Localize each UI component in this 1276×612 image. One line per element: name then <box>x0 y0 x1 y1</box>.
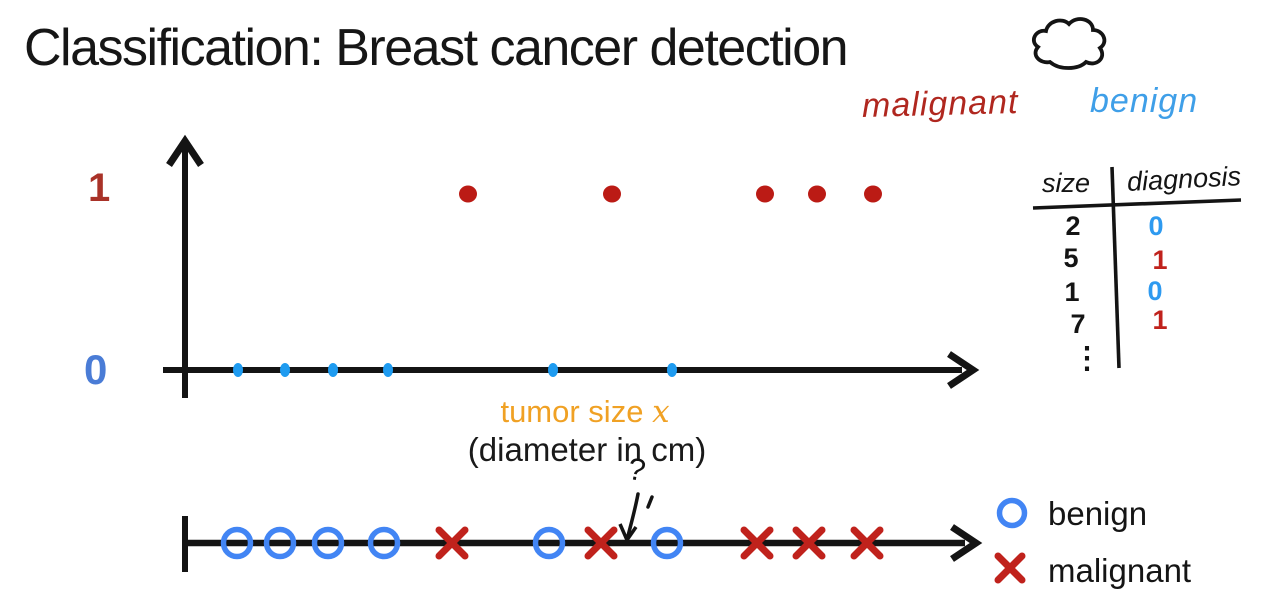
table-diagnosis-value: 0 <box>1147 276 1163 306</box>
legend-benign-circle-icon <box>996 497 1028 529</box>
numberline-malignant-x <box>792 526 826 560</box>
numberline-benign-circle <box>367 526 401 560</box>
y-axis-tick-0: 0 <box>84 346 108 393</box>
y-axis-arrowhead <box>166 134 204 167</box>
y-axis-tick-1: 1 <box>88 166 111 210</box>
numberline-benign-circle <box>220 526 254 560</box>
benign-dot <box>548 363 558 377</box>
legend-malignant-x-icon <box>994 552 1026 584</box>
malignant-dot <box>603 185 621 203</box>
numberline-benign-circle <box>263 526 297 560</box>
table-header-size: size <box>1041 168 1091 198</box>
numberline-malignant-x <box>850 526 884 560</box>
malignant-dot <box>459 185 477 203</box>
legend-benign-label: benign <box>1048 495 1148 532</box>
numberline-benign-circle <box>650 526 684 560</box>
table-size-value: 5 <box>1063 243 1079 273</box>
benign-dots-group <box>233 363 677 377</box>
malignant-dot <box>864 185 882 203</box>
table-horizontal-rule <box>1032 198 1242 210</box>
cloud-doodle-icon <box>1032 17 1107 70</box>
numberline-benign-circle <box>311 526 345 560</box>
malignant-dot <box>756 185 774 203</box>
query-tick-mark <box>646 495 654 509</box>
numberline-malignant-x <box>584 526 618 560</box>
numberline-points-group <box>220 526 884 560</box>
x-axis-label: tumor size x <box>500 394 669 430</box>
benign-dot <box>328 363 338 377</box>
x-axis-arrowhead <box>947 351 980 389</box>
table-header-diagnosis: diagnosis <box>1126 161 1242 197</box>
table-size-value: 7 <box>1070 309 1086 339</box>
benign-annotation: benign <box>1090 82 1199 120</box>
table-vertical-rule <box>1110 166 1121 369</box>
benign-dot <box>383 363 393 377</box>
benign-dot <box>280 363 290 377</box>
numberline-malignant-x <box>740 526 774 560</box>
table-size-value: 2 <box>1065 211 1081 241</box>
malignant-annotation: malignant <box>861 82 1019 126</box>
x-variable: x <box>652 394 670 430</box>
table-diagnosis-value: 0 <box>1148 211 1164 241</box>
page-title: Classification: Breast cancer detection <box>24 19 849 77</box>
numberline-malignant-x <box>435 526 469 560</box>
x-axis-label-text: tumor size <box>500 394 653 429</box>
table-diagnosis-value: 1 <box>1152 245 1168 275</box>
table-diagnosis-value: 1 <box>1152 305 1168 335</box>
benign-dot <box>233 363 243 377</box>
query-arrow-shaft <box>626 492 640 538</box>
benign-dot <box>667 363 677 377</box>
numberline-benign-circle <box>532 526 566 560</box>
table-size-value: 1 <box>1064 277 1080 307</box>
legend-malignant-label: malignant <box>1048 552 1192 589</box>
malignant-dot <box>808 185 826 203</box>
table-ellipsis: ⋮ <box>1072 342 1102 375</box>
numberline-arrowhead <box>950 524 983 562</box>
malignant-dots-group <box>459 185 882 203</box>
x-axis-sublabel: (diameter in cm) <box>467 431 707 468</box>
